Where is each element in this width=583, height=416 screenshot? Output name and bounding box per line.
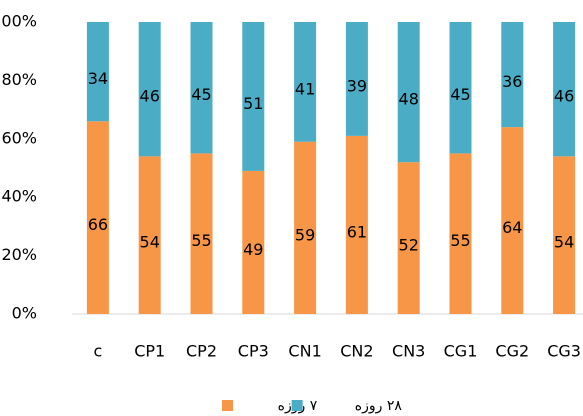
legend-label: ۲۸ روزه [355, 398, 403, 414]
data-label: 41 [295, 79, 315, 98]
data-label: 49 [243, 240, 263, 259]
bar-segment [397, 162, 420, 314]
y-tick-label: 20% [1, 245, 37, 264]
bar-segment [501, 127, 524, 315]
bar-segment [242, 170, 265, 314]
data-label: 36 [502, 72, 522, 91]
data-label: 46 [140, 87, 160, 106]
x-tick-label: c [94, 342, 103, 361]
bar-segment [138, 156, 161, 314]
legend-swatch [291, 400, 303, 411]
y-tick-label: 100% [0, 12, 37, 31]
bar-segment [397, 22, 420, 163]
legend-swatch [222, 400, 233, 411]
data-label: 48 [399, 90, 419, 109]
data-label: 55 [191, 231, 211, 250]
bar-segment [501, 22, 524, 128]
data-label: 64 [502, 218, 522, 237]
bar-segment [294, 141, 317, 314]
y-tick-label: 0% [12, 304, 37, 323]
data-label: 46 [554, 87, 574, 106]
data-label: 54 [140, 233, 160, 252]
x-tick-label: CN1 [288, 342, 321, 361]
bar-segment [242, 22, 265, 171]
bar-segment [190, 153, 213, 314]
data-label: 39 [347, 76, 367, 95]
bar-segment [553, 156, 576, 314]
data-label: 55 [450, 231, 470, 250]
data-label: 66 [88, 215, 108, 234]
bar-segment [345, 135, 368, 314]
y-tick-label: 40% [1, 187, 37, 206]
data-label: 34 [88, 69, 108, 88]
bar-segment [86, 22, 109, 122]
x-tick-label: CG1 [444, 342, 478, 361]
data-label: 54 [554, 233, 574, 252]
bar-segment [138, 22, 161, 157]
data-label: 59 [295, 225, 315, 244]
x-tick-label: CN3 [392, 342, 425, 361]
bar-segment [294, 22, 317, 142]
x-tick-label: CP2 [186, 342, 217, 361]
x-tick-label: CG3 [547, 342, 581, 361]
y-tick-label: 80% [1, 70, 37, 89]
bar-segment [449, 153, 472, 314]
bar-segment [553, 22, 576, 157]
data-label: 45 [450, 85, 470, 104]
data-label: 51 [243, 94, 263, 113]
bar-segment [86, 121, 109, 314]
x-tick-label: CG2 [495, 342, 529, 361]
data-label: 61 [347, 222, 367, 241]
bar-segment [345, 22, 368, 136]
bar-segment [449, 22, 472, 154]
x-tick-label: CP1 [134, 342, 165, 361]
data-label: 52 [399, 236, 419, 255]
bar-segment [190, 22, 213, 154]
y-tick-label: 60% [1, 128, 37, 147]
x-tick-label: CP3 [238, 342, 269, 361]
x-tick-label: CN2 [340, 342, 373, 361]
data-label: 45 [191, 85, 211, 104]
